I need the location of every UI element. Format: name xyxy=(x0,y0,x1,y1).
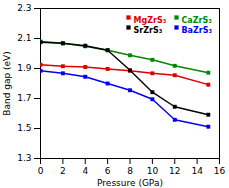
svg-text:2.1: 2.1 xyxy=(17,33,31,43)
svg-text:Pressure (GPa): Pressure (GPa) xyxy=(97,178,163,188)
svg-text:1.3: 1.3 xyxy=(17,153,31,163)
svg-text:0: 0 xyxy=(38,166,44,176)
svg-text:Band gap (eV): Band gap (eV) xyxy=(2,51,12,116)
svg-text:MgZrS₃: MgZrS₃ xyxy=(134,16,167,25)
svg-text:SrZrS₃: SrZrS₃ xyxy=(134,26,163,35)
svg-text:2: 2 xyxy=(60,166,66,176)
svg-text:1.7: 1.7 xyxy=(17,93,31,103)
svg-text:BaZrS₃: BaZrS₃ xyxy=(182,26,213,35)
svg-text:1.5: 1.5 xyxy=(17,123,31,133)
svg-text:12: 12 xyxy=(169,166,180,176)
svg-text:8: 8 xyxy=(127,166,133,176)
svg-text:4: 4 xyxy=(82,166,88,176)
svg-text:1.9: 1.9 xyxy=(17,63,32,73)
svg-text:10: 10 xyxy=(147,166,159,176)
svg-text:CaZrS₃: CaZrS₃ xyxy=(182,16,213,25)
svg-text:2.3: 2.3 xyxy=(17,3,31,13)
svg-text:16: 16 xyxy=(214,166,226,176)
svg-text:6: 6 xyxy=(105,166,111,176)
svg-text:14: 14 xyxy=(191,166,203,176)
